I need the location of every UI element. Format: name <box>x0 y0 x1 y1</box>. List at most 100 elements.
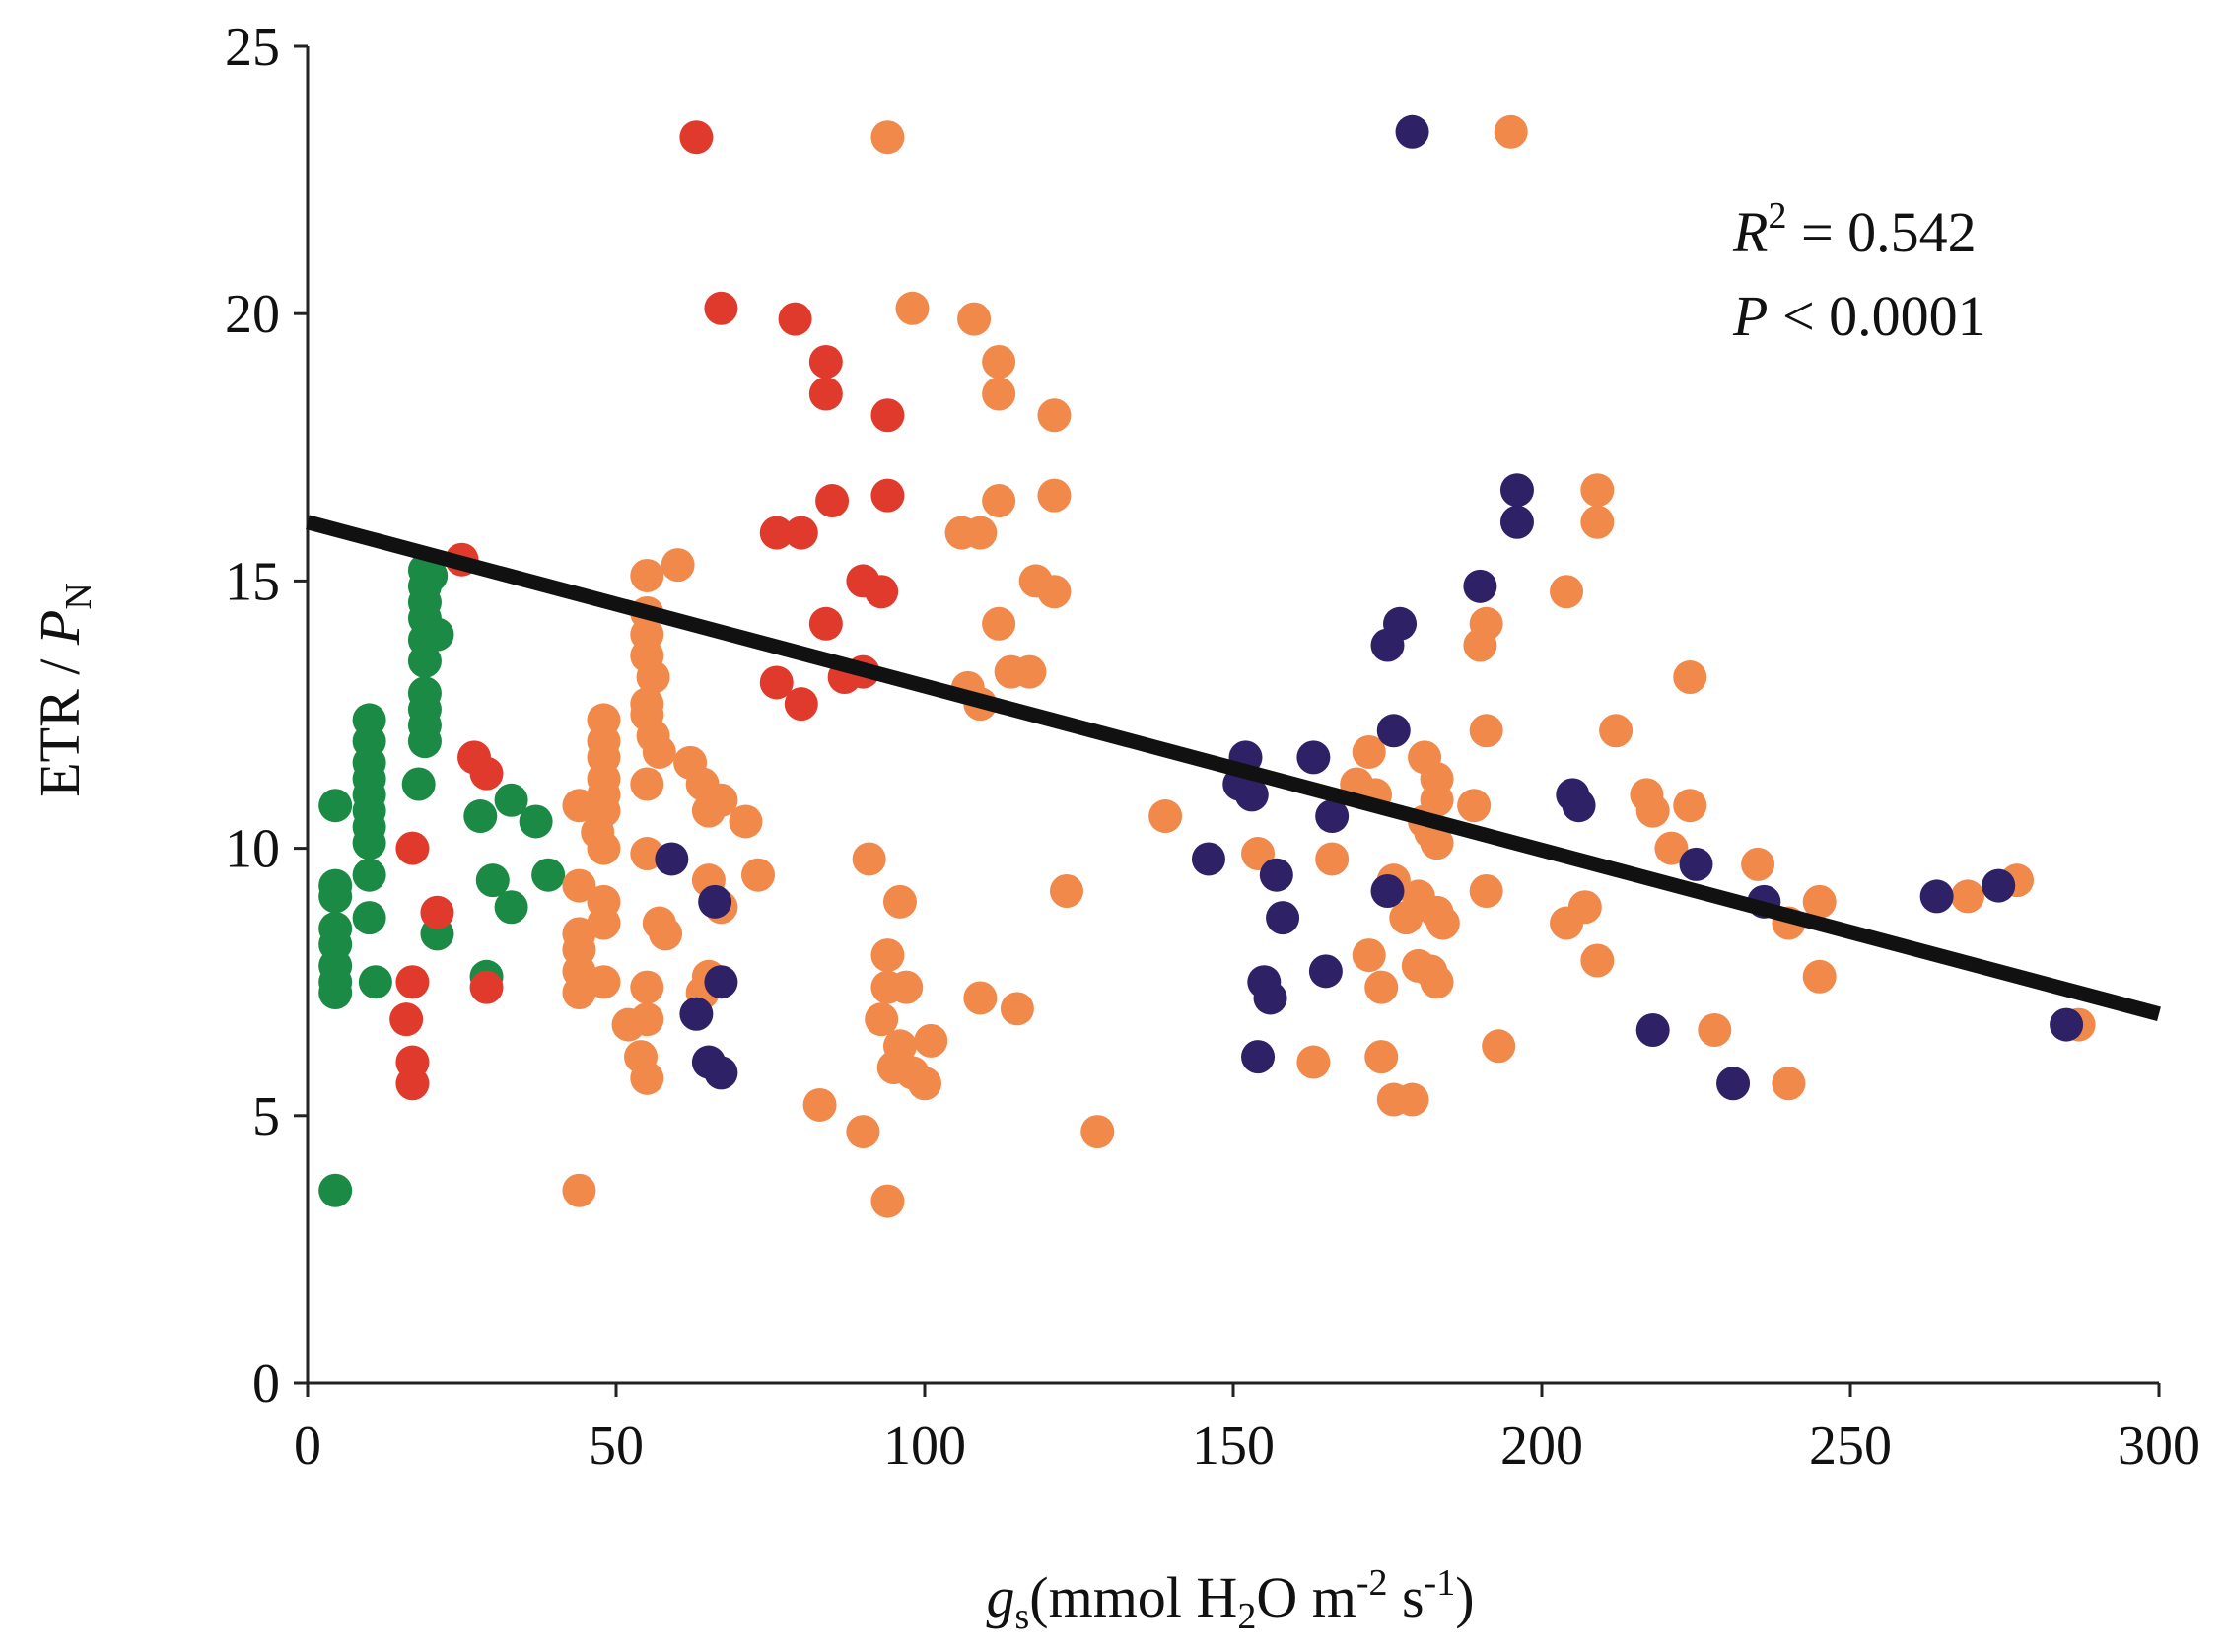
point-orange <box>562 789 596 823</box>
point-red <box>420 895 454 929</box>
y-tick-label: 15 <box>225 551 280 612</box>
y-axis-title-sub: N <box>58 583 100 609</box>
point-purple <box>1370 628 1405 662</box>
point-orange <box>882 884 917 919</box>
point-orange <box>1599 714 1634 748</box>
point-orange <box>1364 970 1399 1004</box>
point-orange <box>630 558 664 592</box>
point-orange <box>642 734 676 769</box>
series-purple <box>655 114 2084 1101</box>
point-orange <box>740 858 775 892</box>
x-tick-label: 200 <box>1500 1415 1583 1477</box>
point-orange <box>852 842 886 876</box>
series-green <box>318 553 566 1207</box>
point-orange <box>889 970 924 1004</box>
x-axis-title-unit-pre: (mmol H <box>1029 1565 1237 1629</box>
point-orange <box>1469 714 1503 748</box>
x-tick-label: 150 <box>1192 1415 1275 1477</box>
point-orange <box>1580 943 1615 978</box>
point-orange <box>895 291 930 325</box>
point-red <box>808 377 843 411</box>
y-tick-label: 20 <box>225 284 280 345</box>
point-orange <box>630 970 664 1004</box>
point-green <box>358 965 392 999</box>
point-orange <box>1802 884 1837 919</box>
point-orange <box>611 1007 646 1042</box>
point-orange <box>1550 575 1584 609</box>
point-red <box>759 516 794 550</box>
point-orange <box>963 516 998 550</box>
point-orange <box>1654 831 1689 865</box>
point-orange <box>1550 906 1584 940</box>
point-red <box>704 291 738 325</box>
point-purple <box>1241 1040 1276 1074</box>
point-orange <box>1673 660 1707 695</box>
point-orange <box>1037 398 1072 433</box>
point-green <box>494 890 528 925</box>
point-purple <box>1463 569 1497 603</box>
point-orange <box>1635 793 1670 828</box>
point-orange <box>1420 783 1454 817</box>
point-orange <box>1482 1029 1516 1064</box>
point-orange <box>1364 1040 1399 1074</box>
point-orange <box>1420 965 1454 999</box>
x-axis-title-var: g <box>986 1565 1014 1629</box>
point-orange <box>1741 847 1775 881</box>
point-purple <box>1370 873 1405 908</box>
point-green <box>318 789 353 823</box>
point-red <box>395 965 430 999</box>
point-purple <box>1395 114 1429 149</box>
point-orange <box>1395 1082 1429 1117</box>
r-squared-var: R <box>1732 200 1768 264</box>
point-green <box>414 558 449 592</box>
point-green <box>407 644 442 678</box>
point-green <box>352 901 386 935</box>
point-orange <box>1000 992 1034 1026</box>
point-green <box>475 863 510 898</box>
point-red <box>784 687 818 722</box>
point-orange <box>982 606 1016 641</box>
point-orange <box>1673 789 1707 823</box>
point-red <box>395 1067 430 1101</box>
point-orange <box>914 1023 948 1058</box>
point-purple <box>2050 1007 2084 1042</box>
point-purple <box>1266 901 1300 935</box>
point-orange <box>908 1067 941 1101</box>
point-purple <box>1259 858 1293 892</box>
x-axis-title-sup1: -2 <box>1356 1562 1388 1604</box>
point-red <box>778 302 812 336</box>
point-orange <box>982 345 1016 379</box>
point-purple <box>1635 1013 1670 1048</box>
x-axis-title: gs(mmol H2O m-2 s-1) <box>986 1562 1474 1637</box>
point-orange <box>661 548 695 583</box>
point-green <box>494 783 528 817</box>
point-purple <box>679 997 714 1031</box>
point-red <box>759 665 794 700</box>
point-purple <box>1562 789 1596 823</box>
point-purple <box>704 1056 738 1090</box>
point-red <box>815 484 850 518</box>
point-purple <box>1315 799 1350 834</box>
y-axis-title-var: P <box>28 610 92 646</box>
point-green <box>318 976 353 1010</box>
point-orange <box>636 660 670 695</box>
point-red <box>389 1002 424 1037</box>
point-red <box>870 398 905 433</box>
point-green <box>318 868 353 903</box>
point-red <box>469 756 504 791</box>
point-purple <box>655 842 689 876</box>
point-orange <box>870 120 905 155</box>
point-orange <box>1012 654 1047 689</box>
data-points <box>318 114 2096 1218</box>
point-orange <box>562 976 596 1010</box>
r-squared-value: = 0.542 <box>1786 200 1976 264</box>
point-orange <box>963 981 998 1015</box>
point-orange <box>846 1115 880 1149</box>
point-orange <box>957 302 992 336</box>
ticks: 0 50 100 150 200 250 300 0 5 10 15 20 25 <box>225 17 2200 1477</box>
point-purple <box>1982 868 2016 903</box>
point-orange <box>1148 799 1183 834</box>
point-green <box>318 1173 353 1207</box>
point-orange <box>1457 789 1492 823</box>
r-squared-sup: 2 <box>1768 195 1786 237</box>
